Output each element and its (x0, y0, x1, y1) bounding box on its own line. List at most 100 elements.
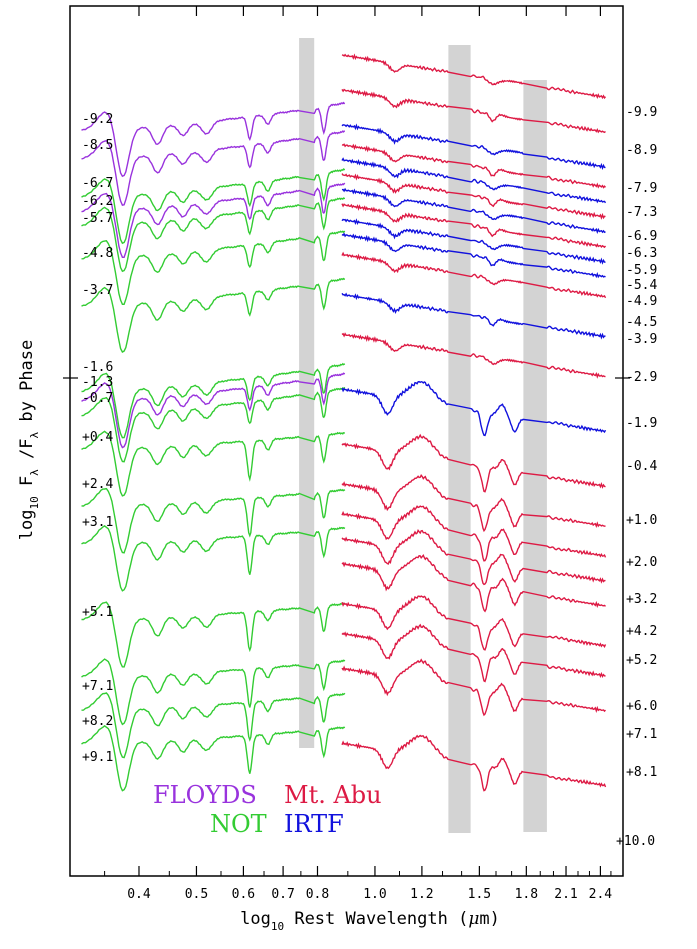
optical-phase-label: -6.2 (82, 194, 113, 209)
nir-spectrum-+6.0 (341, 595, 607, 651)
nir-spectrum--2.9 (341, 292, 606, 340)
optical-spectrum-+7.1 (81, 658, 346, 726)
nir-spectrum-+10.0 (341, 734, 607, 792)
x-tick-label-1: 0.5 (185, 887, 208, 902)
optical-spectrum--6.2 (81, 182, 346, 258)
nir-phase-label: -7.3 (626, 205, 657, 220)
y-axis-title-rest: by Phase (17, 340, 37, 432)
nir-phase-label: +2.0 (626, 555, 657, 570)
nir-spectrum--6.3 (341, 173, 606, 220)
nir-phase-label: -4.9 (626, 294, 657, 309)
nir-spectrum--1.9 (341, 332, 606, 379)
telluric-band-0 (299, 38, 315, 748)
y-axis-title-slash: /F (17, 438, 37, 469)
x-axis-ticks: 0.4 0.5 0.6 0.7 0.8 1.0 1.2 1.5 1.8 2.1 2.4 (63, 6, 630, 902)
optical-spectrum-+0.4 (81, 430, 345, 497)
nir-phase-label: +7.1 (626, 727, 657, 742)
legend: FLOYDS Mt. Abu NOT IRTF (153, 781, 382, 838)
nir-spectrum-+3.2 (341, 505, 607, 562)
nir-phase-label: -6.9 (626, 229, 657, 244)
legend-not: NOT (210, 810, 267, 838)
telluric-band-2 (523, 80, 547, 832)
nir-spectrum-+2.0 (341, 474, 606, 533)
nir-phase-label: -7.9 (626, 181, 657, 196)
x-axis-title: log10 Rest Wavelength (μm) (240, 909, 500, 933)
optical-phase-label: +2.4 (82, 477, 113, 492)
x-tick-label-6: 1.2 (410, 887, 433, 902)
optical-phase-label: -1.3 (82, 375, 113, 390)
x-tick-label-10: 2.4 (589, 887, 613, 902)
nir-spectrum--6.9 (341, 157, 607, 204)
x-tick-label-3: 0.7 (271, 887, 294, 902)
optical-phase-label: -8.5 (82, 138, 113, 153)
optical-spectrum-+8.2 (81, 692, 346, 759)
legend-irtf: IRTF (284, 810, 344, 838)
optical-spectrum--6.7 (81, 168, 345, 245)
optical-phase-label: -3.7 (82, 283, 113, 298)
y-axis-title-lam2: λ (28, 431, 41, 438)
nir-phase-label: -1.9 (626, 416, 657, 431)
optical-spectrum--9.2 (81, 101, 345, 178)
x-tick-label-8: 1.8 (515, 887, 538, 902)
y-axis-title-f1: F (17, 476, 37, 496)
optical-phase-label: +0.4 (82, 430, 113, 445)
nir-spectrum--5.4 (341, 203, 607, 249)
x-axis-title-prefix: log (240, 909, 271, 929)
optical-spectrum--0.7 (81, 386, 346, 463)
x-tick-label-7: 1.5 (468, 887, 491, 902)
x-tick-label-2: 0.6 (232, 887, 255, 902)
nir-phase-label: -6.3 (626, 246, 657, 261)
nir-phase-label: +6.0 (626, 699, 657, 714)
nir-spectrum--4.9 (341, 218, 606, 265)
x-tick-label-0: 0.4 (127, 887, 151, 902)
y-axis-title-lam1: λ (28, 469, 41, 476)
x-axis-title-sub: 10 (271, 920, 284, 933)
nir-spectrum--7.3 (341, 143, 607, 189)
y-axis-title-prefix: log (17, 510, 37, 541)
y-axis-title: log10 Fλ /Fλ by Phase (17, 340, 41, 541)
nir-spectrum-+1.0 (341, 433, 606, 493)
nir-phase-label: +5.2 (626, 653, 657, 668)
nir-spectrum--0.4 (341, 380, 607, 437)
optical-phase-label: -5.7 (82, 211, 113, 226)
optical-phase-labels: -9.2 -8.5 -6.7 -6.2 -5.7 -4.8 -3.7 -1.6-1.3-0.7… (82, 112, 113, 765)
x-tick-label-9: 2.1 (554, 887, 577, 902)
optical-spectrum--3.7 (81, 277, 346, 353)
optical-spectrum-+2.4 (81, 487, 346, 554)
x-tick-label-4: 0.8 (306, 887, 329, 902)
nir-phase-label: +3.2 (626, 592, 657, 607)
optical-spectrum--1.3 (81, 372, 346, 449)
nir-spectrum--3.9 (341, 251, 607, 299)
y-axis-title-sub: 10 (28, 496, 41, 509)
nir-phase-label: -5.4 (626, 278, 657, 293)
optical-spectrum--1.6 (81, 362, 346, 439)
nir-phase-label: -2.9 (626, 370, 657, 385)
nir-phase-label: +10.0 (616, 834, 655, 849)
plot-frame (69, 5, 624, 877)
optical-phase-label: -1.6 (82, 360, 113, 375)
nir-phase-label: -5.9 (626, 263, 657, 278)
nir-phase-label: -4.5 (626, 315, 657, 330)
nir-phase-label: +1.0 (626, 513, 657, 528)
optical-spectrum-+5.1 (81, 601, 346, 668)
optical-spectrum--4.8 (81, 230, 346, 305)
optical-phase-label: -0.7 (82, 391, 113, 406)
nir-phase-label: -3.9 (626, 332, 657, 347)
optical-phase-label: -9.2 (82, 112, 113, 127)
nir-phase-labels: -9.9 -8.9 -7.9 -7.3 -6.9 -6.3 -5.9-5.4-4.9 -4.5… (616, 105, 657, 849)
nir-spectrum--8.9 (341, 88, 606, 134)
optical-phase-label: +9.1 (82, 750, 113, 765)
spectra-series (81, 53, 607, 792)
nir-phase-label: -9.9 (626, 105, 657, 120)
optical-phase-label: +5.1 (82, 605, 113, 620)
nir-spectrum--4.5 (341, 232, 606, 279)
optical-spectrum-+3.1 (81, 525, 346, 592)
nir-phase-label: +4.2 (626, 624, 657, 639)
x-tick-label-5: 1.0 (363, 887, 386, 902)
legend-floyds: FLOYDS (153, 781, 257, 809)
x-axis-title-unit: m) (479, 909, 499, 929)
optical-spectrum--8.5 (81, 130, 345, 207)
optical-phase-label: +8.2 (82, 714, 113, 729)
nir-spectrum--9.9 (341, 53, 607, 100)
